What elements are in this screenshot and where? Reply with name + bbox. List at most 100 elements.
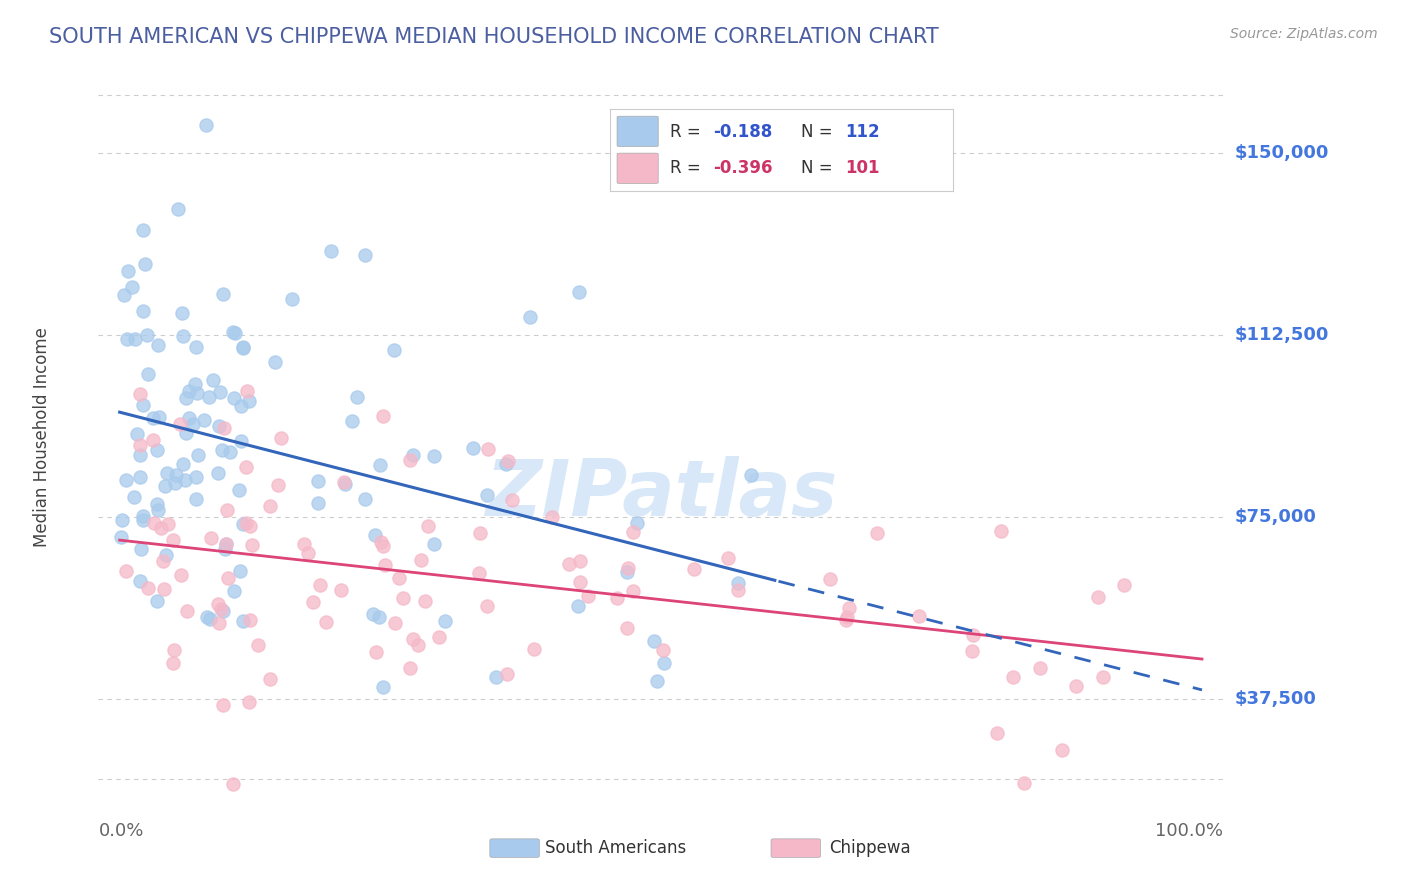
Point [165,467,187,482]
Point [865,525,887,540]
Text: ZIPatlas: ZIPatlas [485,456,837,533]
Point [475,488,498,502]
Point [186,386,208,401]
Text: Chippewa: Chippewa [830,839,911,857]
Point [1112,578,1135,592]
Point [174,473,197,487]
Point [212,287,235,301]
Point [568,285,591,300]
Point [142,516,165,530]
Point [392,591,415,605]
Point [354,491,377,506]
Point [835,610,858,624]
Point [281,293,304,307]
Point [1028,661,1050,675]
Point [136,581,159,595]
Point [145,594,167,608]
Point [187,448,209,462]
Point [214,537,236,551]
Point [166,202,188,217]
Point [908,609,931,624]
Point [470,526,492,541]
Point [717,551,740,566]
Point [652,656,675,670]
Point [163,476,186,491]
Point [239,613,262,627]
Point [427,630,450,644]
Point [146,497,169,511]
Point [110,530,132,544]
Point [727,583,749,598]
Point [301,594,323,608]
Point [214,542,236,557]
Point [384,343,406,357]
Point [259,672,281,686]
Point [370,535,392,549]
Point [115,564,138,578]
Point [402,448,425,462]
Point [128,470,150,484]
Point [1014,776,1036,790]
Point [170,567,193,582]
Point [155,548,177,562]
Point [558,557,581,571]
Point [235,460,257,475]
Point [567,599,589,613]
Point [221,777,243,791]
Text: 0.0%: 0.0% [98,822,143,840]
Point [606,591,628,605]
Point [1092,670,1115,684]
Point [307,474,329,488]
Point [195,610,218,624]
Point [333,475,356,489]
Point [643,634,665,648]
Point [239,519,262,533]
Point [179,384,201,399]
Point [399,452,422,467]
Point [212,698,235,712]
Point [153,582,176,596]
Point [232,614,254,628]
Point [835,613,858,627]
Point [135,328,157,343]
Point [232,341,254,355]
Point [413,593,436,607]
Point [433,614,456,628]
Point [374,558,396,572]
Point [361,607,384,621]
Point [222,326,245,340]
Point [240,538,263,552]
Point [416,519,439,533]
Point [368,609,391,624]
Text: $150,000: $150,000 [1234,145,1329,162]
Point [264,355,287,369]
Point [501,492,523,507]
Text: 100.0%: 100.0% [1156,822,1223,840]
Point [215,537,238,551]
Point [121,280,143,294]
Point [960,643,983,657]
Point [198,390,221,404]
Point [399,661,422,675]
Point [364,527,387,541]
Point [186,491,208,506]
Point [1087,590,1109,604]
Point [195,118,218,132]
Point [170,306,193,320]
Point [388,571,411,585]
Point [235,516,257,530]
Point [371,540,394,554]
Point [148,409,170,424]
Point [309,578,332,592]
Point [228,483,250,497]
Point [402,632,425,646]
Point [340,414,363,428]
Point [212,421,235,435]
Point [477,599,499,614]
Point [297,546,319,560]
Point [373,680,395,694]
Point [112,287,135,301]
Point [111,513,134,527]
Point [162,656,184,670]
Point [148,502,170,516]
